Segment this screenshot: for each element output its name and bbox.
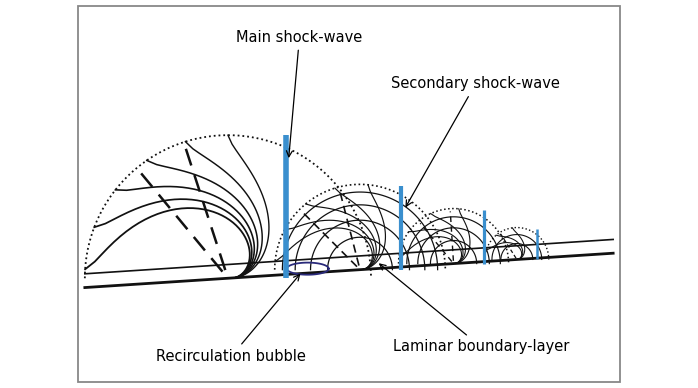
Text: Recirculation bubble: Recirculation bubble [156,275,306,364]
Text: Main shock-wave: Main shock-wave [237,29,362,157]
Text: Secondary shock-wave: Secondary shock-wave [391,76,560,206]
Text: Laminar boundary-layer: Laminar boundary-layer [380,264,570,355]
